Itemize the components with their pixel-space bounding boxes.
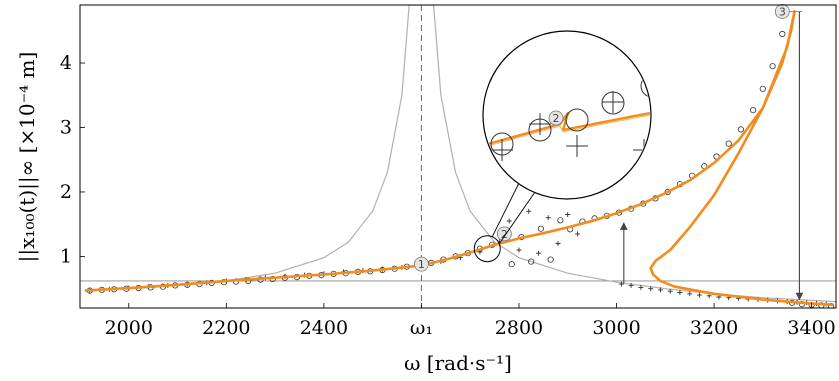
cross-marker [526,208,532,214]
circle-marker [749,107,757,114]
cross-marker [628,282,634,288]
circle-marker [769,63,776,70]
x-tick: 2200 [202,303,251,339]
x-tick: 3400 [787,303,836,339]
x-tick-label: 3400 [787,317,835,339]
overlay-layer: 1 2 3 [414,4,804,301]
circle-marker [508,261,515,268]
x-tick-label: 2800 [495,317,543,339]
cross-marker [648,286,654,292]
svg-text:1: 1 [418,258,425,271]
zoom-annotation-2: 2 [548,110,564,126]
annotation-1: 1 [414,256,429,272]
x-tick-label: 3200 [690,317,738,339]
cross-marker [555,241,561,246]
y-tick-label: 2 [60,181,72,203]
cross-marker [575,231,580,237]
cross-marker [565,212,571,217]
x-tick: 2800 [495,303,543,339]
zoom-focus-circle [473,235,501,263]
x-tick-label: 2000 [105,317,153,339]
cross-marker [677,290,683,295]
x-tick-label: 3000 [592,317,640,339]
cross-marker [687,291,693,297]
x-tick-label: 2400 [300,317,348,339]
x-tick: 2400 [300,303,348,339]
zoom-circle-marker [565,108,589,132]
zoom-cross-marker [566,135,588,157]
zoom-cross-marker [529,113,551,135]
zoom-cross-marker [602,91,624,113]
cross-marker [696,292,702,298]
circle-marker [537,225,545,232]
y-tick: 2 [60,181,85,203]
zoom-inset: 2 [473,30,652,263]
circle-marker [557,217,564,224]
zoom-circle-marker [640,74,650,98]
y-tick-label: 1 [60,245,72,267]
x-tick: ω₁ [410,303,433,339]
cross-marker [545,215,551,221]
circle-marker [528,258,535,265]
zoom-curve-shadow [487,114,650,147]
svg-text:3: 3 [779,5,786,18]
cross-marker [667,288,673,294]
cross-marker [657,287,663,293]
cross-marker [536,250,541,256]
y-tick: 4 [60,52,85,74]
zoom-connector-line [491,182,520,237]
cross-marker [638,284,644,290]
zoom-cross-marker [491,139,513,161]
circle-marker [759,85,766,92]
cross-marker [516,247,522,253]
y-axis-label: ||x₁₀₀(t)||∞ [×10⁻⁴ m] [15,52,40,263]
nonlinear-response-curve [84,10,834,307]
y-tick: 1 [60,245,85,267]
x-tick-label: ω₁ [410,317,433,339]
x-axis-label: ω [rad·s⁻¹] [404,351,512,375]
cross-marker [506,218,512,224]
cross-marker [618,281,624,287]
y-axis-ticks: 1 2 3 4 [60,52,85,267]
x-tick: 2000 [105,303,153,339]
x-tick-label: 2200 [202,317,250,339]
svg-text:2: 2 [553,112,560,125]
y-tick: 3 [60,116,85,138]
circle-marker [547,256,554,263]
x-tick: 3000 [592,303,641,339]
y-tick-label: 4 [60,52,72,74]
circle-marker [725,140,732,147]
zoom-connector-line [498,191,536,244]
circle-marker [779,30,786,38]
svg-text:2: 2 [501,228,508,241]
annotation-2: 2 [496,226,512,242]
zoom-inset-content: 2 [487,74,650,161]
plot-frame [79,4,837,309]
circle-marker [737,126,745,133]
annotation-3: 3 [774,4,803,19]
plot-layer [80,5,836,308]
x-tick: 3200 [690,303,738,339]
x-axis-ticks: 2000 2200 2400 ω₁ 2800 3000 3200 3400 [105,303,836,339]
y-tick-label: 3 [60,116,72,138]
